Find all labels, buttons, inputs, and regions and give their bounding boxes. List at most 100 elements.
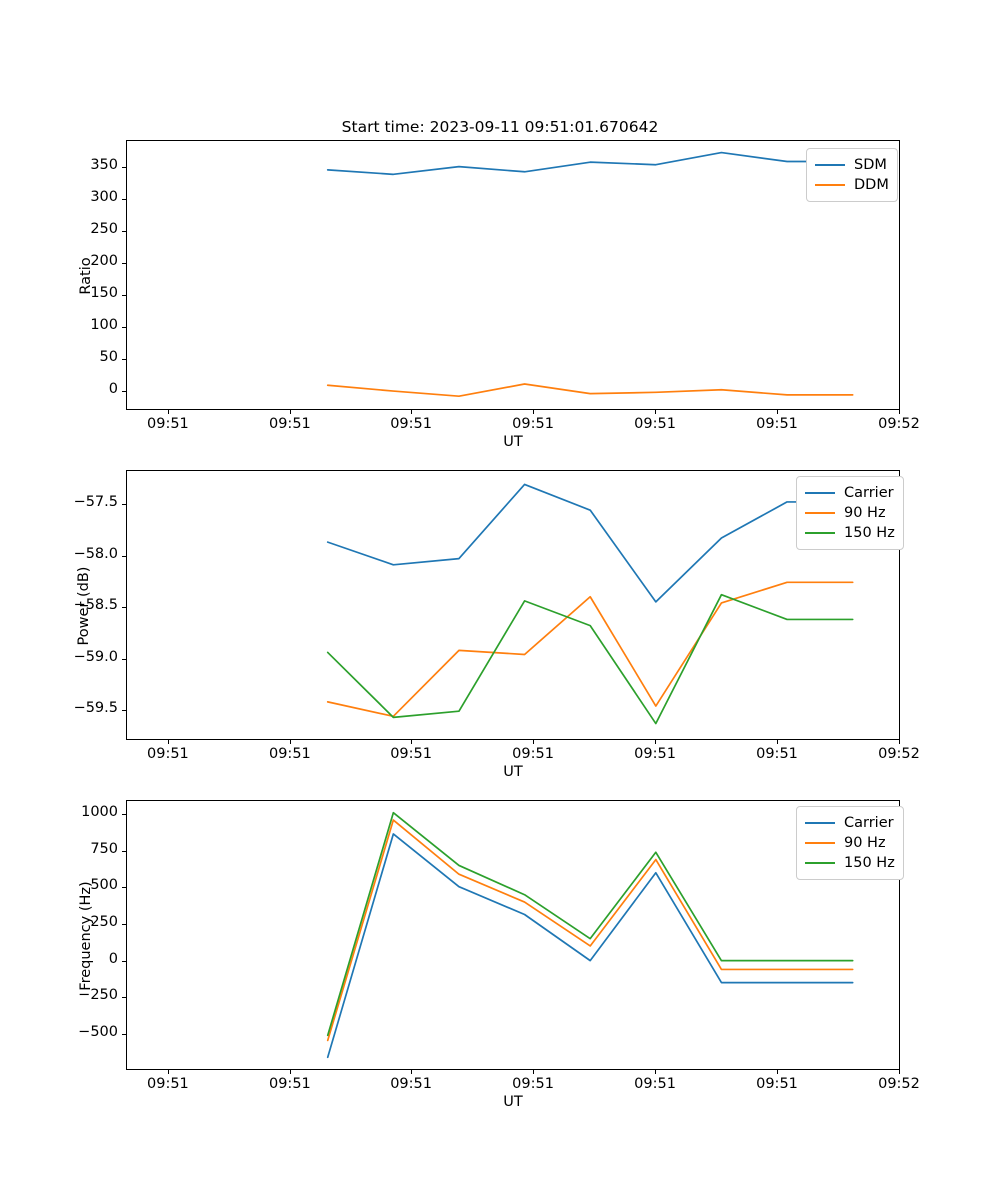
x-tickmark [167, 740, 169, 744]
x-tick-label: 09:51 [756, 746, 798, 762]
legend-item[interactable]: 90 Hz [805, 503, 895, 523]
legend-item[interactable]: Carrier [805, 813, 895, 833]
x-tick-label: 09:51 [756, 1076, 798, 1092]
x-tick-label: 09:51 [268, 746, 311, 762]
x-tickmark [289, 1070, 291, 1074]
x-tickmark [655, 410, 657, 414]
x-tickmark [289, 410, 291, 414]
x-tickmark [899, 410, 900, 414]
x-tickmark [533, 740, 535, 744]
legend-line-swatch [815, 184, 845, 186]
series-line-sdm [326, 151, 854, 176]
ratio-plot-lines [326, 151, 854, 398]
y-tick-label: −250 [78, 987, 118, 1004]
y-tickmark [122, 166, 126, 168]
x-tick-label: 09:51 [512, 416, 554, 432]
x-tickmark [777, 740, 779, 744]
y-tickmark [122, 555, 126, 557]
x-tickmark [167, 1070, 169, 1074]
ratio-plot-legend[interactable]: SDM DDM [806, 148, 898, 202]
y-tick-label: 750 [90, 840, 118, 857]
y-tick-label: 50 [99, 348, 118, 365]
x-tick-label: 09:52 [878, 416, 920, 432]
x-tickmark [655, 1070, 657, 1074]
y-tickmark [122, 924, 126, 926]
series-line-150-hz [326, 593, 854, 725]
x-tick-label: 09:51 [756, 416, 798, 432]
x-tick-label: 09:51 [512, 746, 554, 762]
legend-item[interactable]: DDM [815, 175, 889, 195]
y-tick-label: 100 [90, 316, 118, 333]
y-tick-label: 350 [90, 156, 118, 173]
legend-line-swatch [805, 842, 835, 844]
series-line-carrier [326, 833, 854, 1059]
x-tickmark [289, 740, 291, 744]
y-tick-label: −59.5 [73, 700, 118, 717]
y-tick-label: 250 [90, 220, 118, 237]
legend-label: 90 Hz [844, 505, 886, 521]
y-tick-label: 0 [108, 950, 118, 967]
y-tickmark [122, 358, 126, 360]
legend-item[interactable]: SDM [815, 155, 889, 175]
series-line-ddm [326, 383, 854, 398]
series-line-90-hz [326, 819, 854, 1042]
legend-line-swatch [805, 492, 835, 494]
legend-line-swatch [805, 512, 835, 514]
x-tick-label: 09:51 [390, 1076, 432, 1092]
legend-item[interactable]: Carrier [805, 483, 895, 503]
frequency-plot-axes [126, 800, 900, 1070]
x-tickmark [167, 410, 169, 414]
x-tickmark [777, 1070, 779, 1074]
legend-item[interactable]: 150 Hz [805, 853, 895, 873]
x-tick-label: 09:51 [390, 746, 432, 762]
power-plot-axes [126, 470, 900, 740]
legend-label: 90 Hz [844, 835, 886, 851]
x-tickmark [411, 1070, 413, 1074]
y-tickmark [122, 294, 126, 296]
y-tickmark [122, 814, 126, 816]
y-tick-label: 500 [90, 877, 118, 894]
legend-label: 150 Hz [844, 525, 895, 541]
x-tickmark [777, 410, 779, 414]
x-tickmark [411, 410, 413, 414]
y-tickmark [122, 391, 126, 393]
frequency-plot-legend[interactable]: Carrier 90 Hz 150 Hz [796, 806, 904, 880]
x-tick-label: 09:51 [634, 746, 676, 762]
legend-line-swatch [805, 532, 835, 534]
power-plot-legend[interactable]: Carrier 90 Hz 150 Hz [796, 476, 904, 550]
legend-line-swatch [805, 862, 835, 864]
legend-line-swatch [815, 164, 845, 166]
y-tickmark [122, 262, 126, 264]
ratio-plot-axes [126, 140, 900, 410]
y-tickmark [122, 198, 126, 200]
legend-label: SDM [854, 157, 887, 173]
y-tick-label: 1000 [81, 804, 118, 821]
y-tickmark [122, 658, 126, 660]
x-tickmark [533, 410, 535, 414]
x-tick-label: 09:51 [512, 1076, 554, 1092]
y-tickmark [122, 850, 126, 852]
series-line-carrier [326, 483, 854, 603]
x-tick-label: 09:51 [147, 746, 189, 762]
x-tick-label: 09:51 [268, 416, 311, 432]
x-tick-label: 09:51 [634, 416, 676, 432]
legend-label: Carrier [844, 815, 894, 831]
y-tick-label: −59.0 [73, 648, 118, 665]
x-tick-label: 09:51 [147, 416, 189, 432]
y-tick-label: 250 [90, 914, 118, 931]
x-tick-label: 09:51 [390, 416, 432, 432]
x-tick-label: 09:51 [634, 1076, 676, 1092]
x-tickmark [899, 1070, 900, 1074]
y-tickmark [122, 230, 126, 232]
legend-line-swatch [805, 822, 835, 824]
frequency-plot-ylabel: Frequency (Hz) [78, 881, 94, 991]
y-tick-label: 0 [108, 381, 118, 398]
frequency-plot-xlabel: UT [503, 1094, 523, 1110]
legend-item[interactable]: 150 Hz [805, 523, 895, 543]
y-tickmark [122, 607, 126, 609]
legend-item[interactable]: 90 Hz [805, 833, 895, 853]
legend-label: DDM [854, 177, 889, 193]
x-tick-label: 09:51 [147, 1076, 189, 1092]
y-tick-label: 150 [90, 284, 118, 301]
